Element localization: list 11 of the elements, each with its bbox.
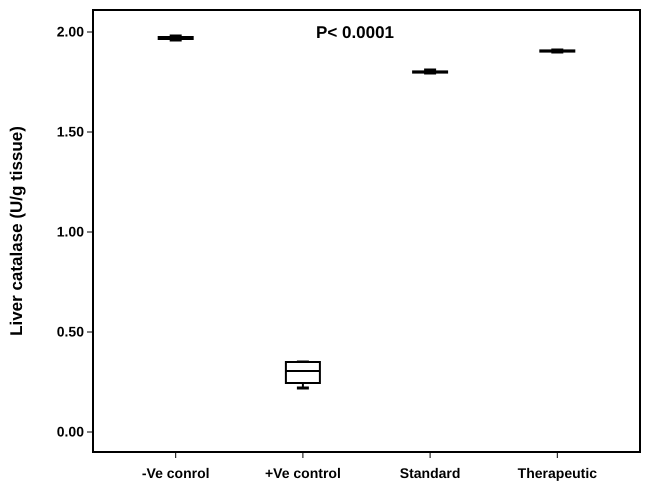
annotation: P< 0.0001 (316, 23, 394, 42)
y-tick-label: 1.50 (56, 123, 84, 140)
y-tick-label: 0.00 (56, 423, 84, 440)
x-tick-label: Standard (400, 464, 460, 481)
y-tick-label: 0.50 (56, 323, 84, 340)
y-tick-label: 1.00 (56, 223, 84, 240)
x-tick-label: -Ve conrol (142, 464, 210, 481)
y-axis-title: Liver catalase (U/g tissue) (7, 126, 26, 336)
x-tick-label: Therapeutic (518, 464, 598, 481)
x-tick-label: +Ve control (264, 464, 341, 481)
y-tick-label: 2.00 (56, 23, 84, 40)
